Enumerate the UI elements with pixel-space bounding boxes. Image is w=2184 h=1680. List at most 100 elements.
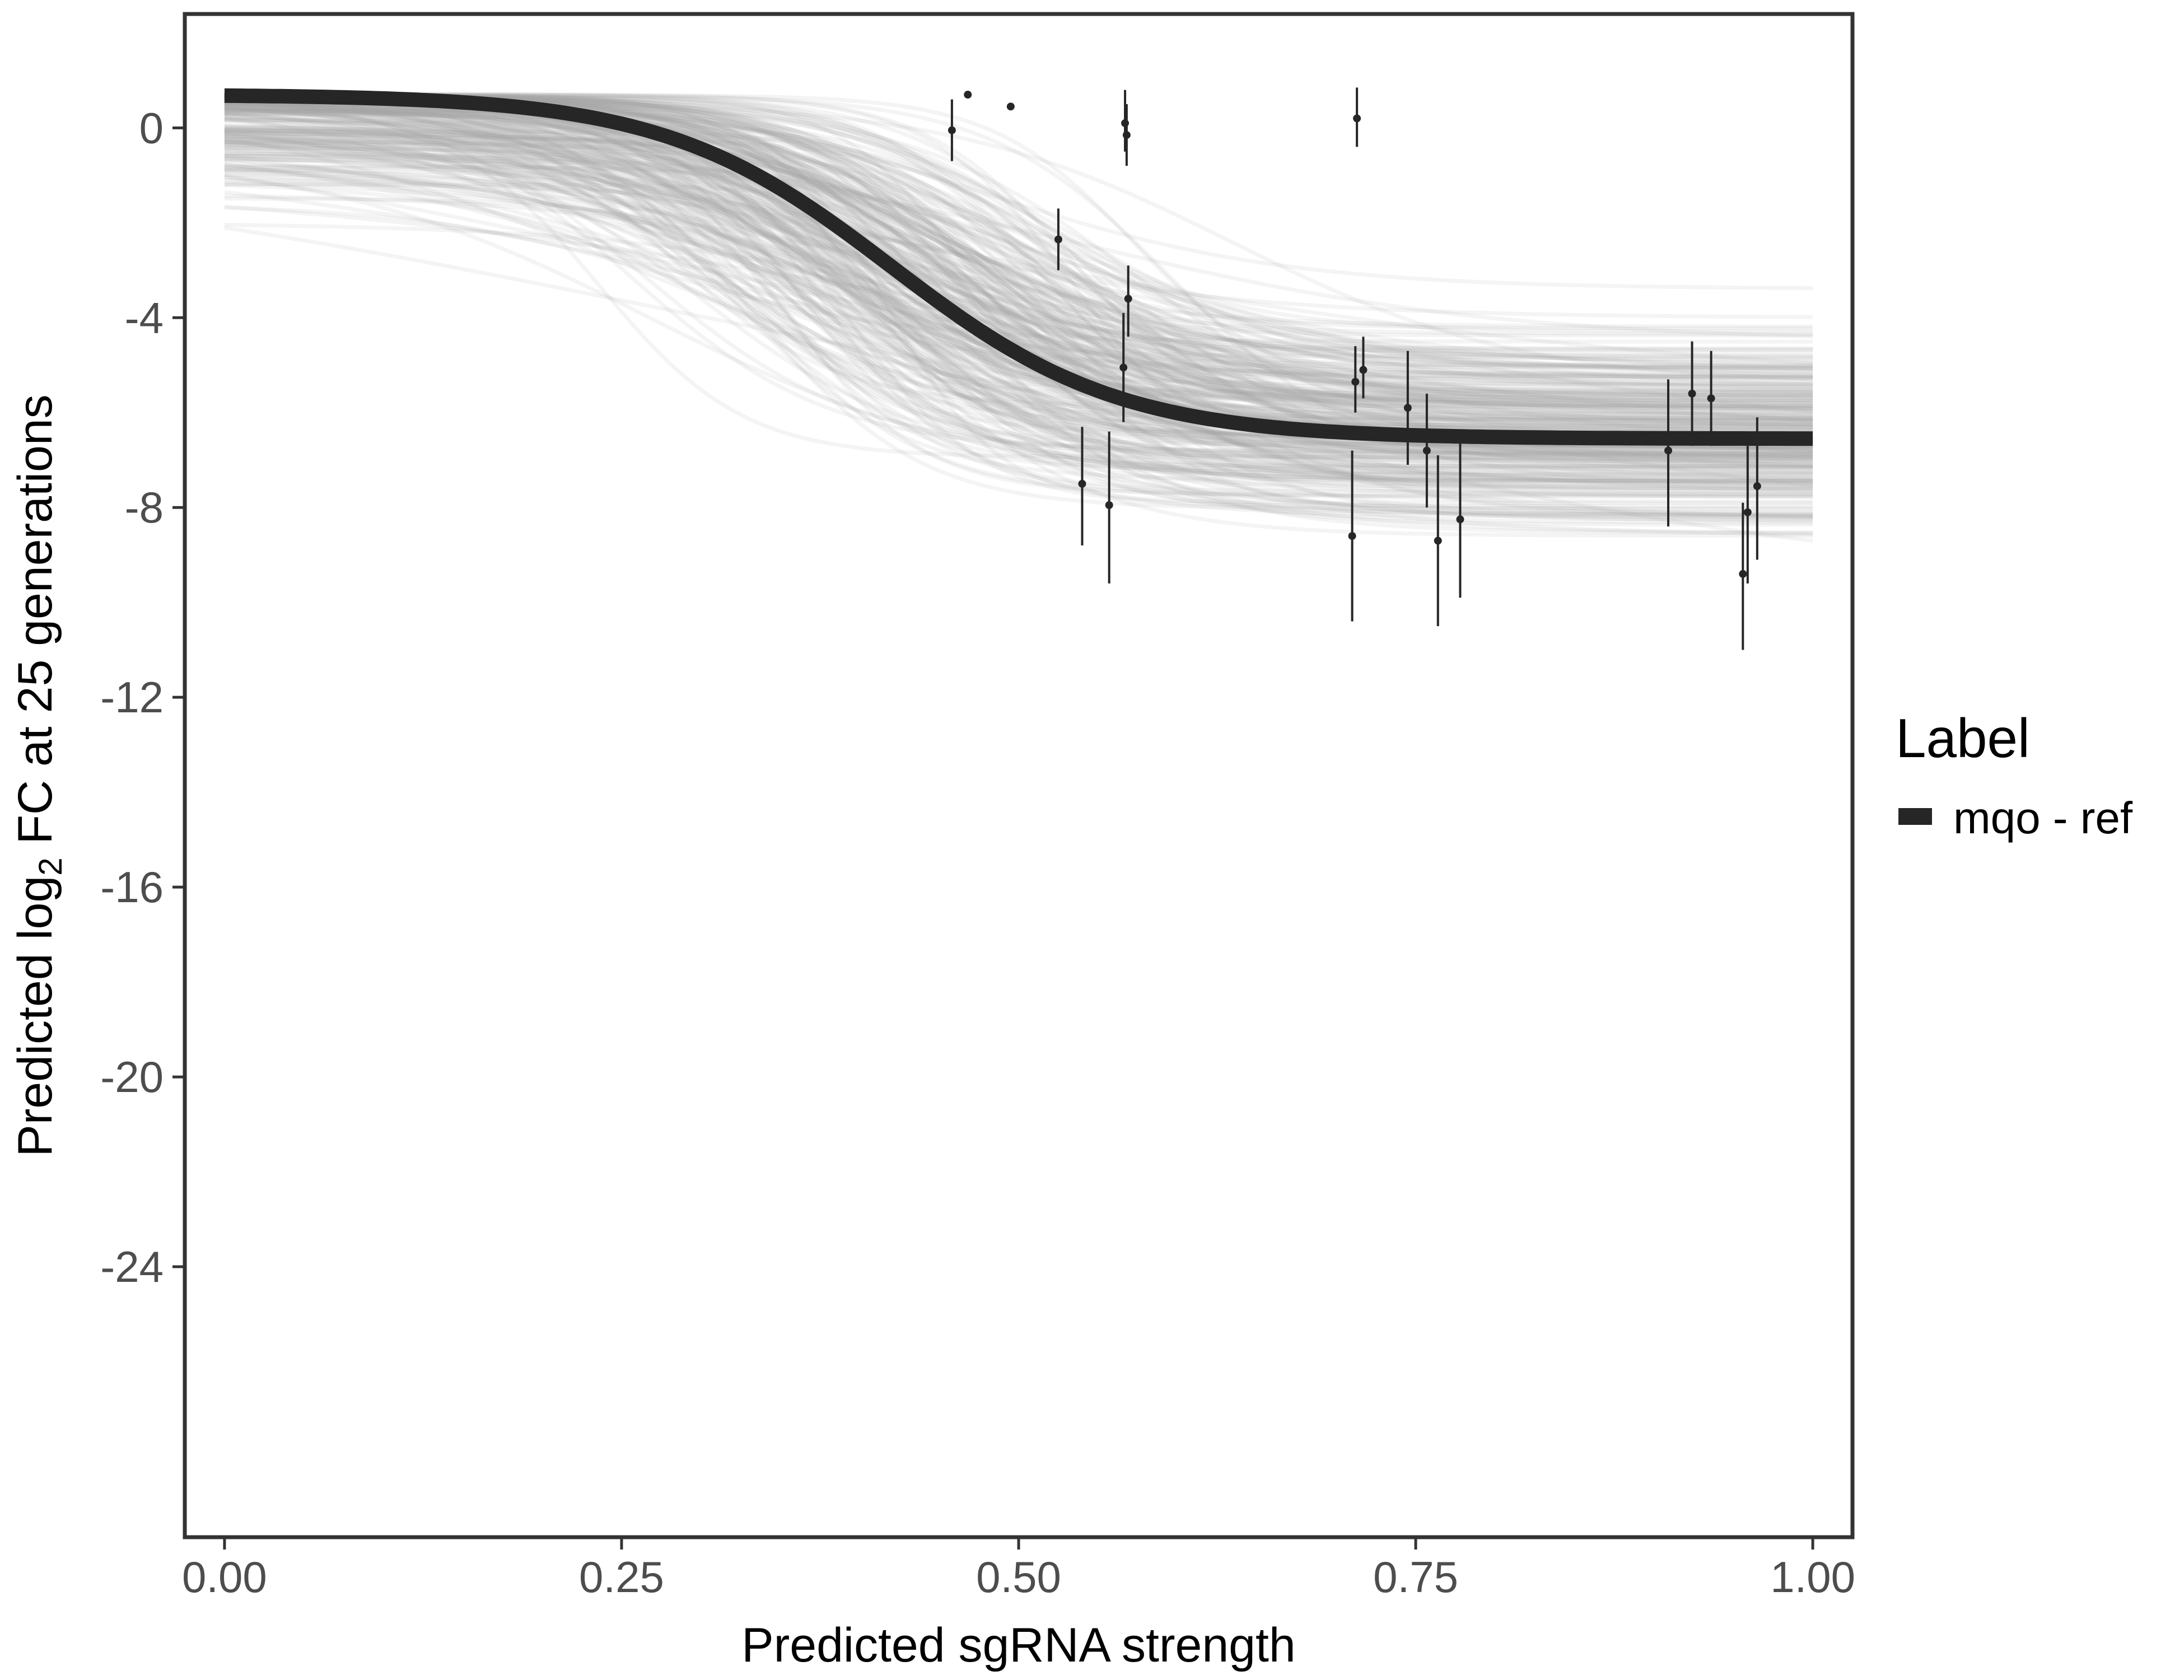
posterior-draw-line (224, 129, 1813, 431)
y-tick-label: -8 (125, 483, 164, 532)
posterior-draw-line (224, 110, 1813, 405)
posterior-draw-line (224, 127, 1813, 449)
posterior-draw-line (224, 151, 1813, 527)
posterior-draw-line (224, 139, 1813, 375)
posterior-draw-line (224, 111, 1813, 398)
posterior-draw-line (224, 102, 1813, 380)
y-tick-label: -12 (100, 673, 164, 722)
posterior-draw-line (224, 117, 1813, 515)
posterior-draw-line (224, 112, 1813, 421)
posterior-draw-line (224, 142, 1813, 483)
posterior-draw-line (224, 133, 1813, 432)
posterior-draw-line (224, 190, 1813, 543)
y-tick-label: -20 (100, 1052, 164, 1102)
data-point (1121, 119, 1130, 127)
data-point (1351, 377, 1360, 386)
data-point-group (1351, 346, 1360, 413)
posterior-draw-line (224, 99, 1813, 453)
posterior-draw-line (224, 98, 1813, 482)
posterior-draw-line (224, 102, 1813, 468)
posterior-draw-line (224, 99, 1813, 394)
x-tick-label: 0.25 (579, 1552, 664, 1602)
posterior-draw-line (224, 111, 1813, 494)
posterior-draw-line (224, 121, 1813, 425)
posterior-draw-line (224, 136, 1813, 432)
y-tick-label: -4 (125, 293, 164, 342)
data-point-group (1359, 337, 1368, 399)
posterior-draw-line (224, 141, 1813, 461)
posterior-draw-line (224, 158, 1813, 458)
data-point (1359, 366, 1368, 374)
x-tick-label: 1.00 (1770, 1552, 1855, 1602)
posterior-draw-line (224, 101, 1813, 390)
data-point-group (1688, 341, 1696, 446)
posterior-draw-line (224, 117, 1813, 448)
posterior-draw-line (224, 94, 1813, 456)
posterior-draw-line (224, 111, 1813, 407)
posterior-draw-line (224, 101, 1813, 424)
posterior-draw-line (224, 99, 1813, 474)
posterior-draw-line (224, 175, 1813, 418)
posterior-draw-line (224, 114, 1813, 459)
posterior-draw-line (224, 96, 1813, 399)
posterior-draw-line (224, 157, 1813, 488)
posterior-draw-line (224, 157, 1813, 463)
posterior-draw-line (224, 168, 1813, 367)
posterior-draw-line (224, 108, 1813, 378)
posterior-draw-line (224, 100, 1813, 371)
posterior-draw-line (224, 105, 1813, 427)
posterior-draw-line (224, 136, 1813, 358)
posterior-draw-line (224, 95, 1813, 483)
data-point-group (948, 99, 956, 161)
posterior-draw-line (224, 133, 1813, 414)
data-point (1688, 389, 1696, 398)
fit-curve-mqo-ref (224, 88, 1813, 446)
posterior-draw-line (224, 118, 1813, 515)
posterior-draw-line (224, 100, 1813, 413)
posterior-draw-line (224, 101, 1813, 480)
posterior-draw-line (224, 104, 1813, 460)
data-point (1124, 295, 1132, 303)
data-point (1664, 446, 1673, 455)
posterior-draw-line (224, 204, 1813, 423)
posterior-draw-line (224, 178, 1813, 459)
posterior-draw-line (224, 108, 1813, 410)
posterior-draw-line (224, 132, 1813, 460)
posterior-draw-line (224, 153, 1813, 454)
posterior-draw-line (224, 168, 1813, 469)
posterior-draw-line (224, 172, 1813, 456)
data-point-group (1422, 393, 1431, 508)
posterior-draw-line (224, 127, 1813, 488)
posterior-draw-line (224, 98, 1813, 380)
posterior-draw-line (224, 92, 1813, 432)
data-point-group (1006, 102, 1015, 111)
data-point (1707, 394, 1715, 403)
data-point (1434, 536, 1442, 545)
posterior-draw-line (224, 108, 1813, 410)
posterior-draw-line (224, 111, 1813, 427)
posterior-draw-line (224, 139, 1813, 481)
posterior-draw-line (224, 112, 1813, 423)
posterior-draw-line (224, 101, 1813, 412)
posterior-draw-line (224, 139, 1813, 398)
posterior-draw-line (224, 114, 1813, 460)
x-tick-label: 0.00 (182, 1552, 267, 1602)
data-point-group (1348, 450, 1356, 622)
data-point (1753, 482, 1761, 491)
posterior-draw-line (224, 97, 1813, 483)
fit-curve-layer (224, 88, 1813, 446)
posterior-draw-line (224, 124, 1813, 409)
posterior-draw-line (224, 125, 1813, 409)
posterior-draw-line (224, 128, 1813, 471)
y-tick-label: -16 (100, 862, 164, 912)
data-point-group (1739, 502, 1747, 650)
posterior-draw-line (224, 132, 1813, 414)
data-point (1054, 235, 1062, 244)
posterior-draw-line (224, 172, 1813, 429)
posterior-draw-line (224, 146, 1813, 497)
legend-key-mqo-ref (1898, 808, 1932, 825)
posterior-draw-line (224, 104, 1813, 464)
posterior-draw-line (224, 108, 1813, 371)
posterior-draw-line (224, 100, 1813, 455)
posterior-draw-line (224, 130, 1813, 511)
